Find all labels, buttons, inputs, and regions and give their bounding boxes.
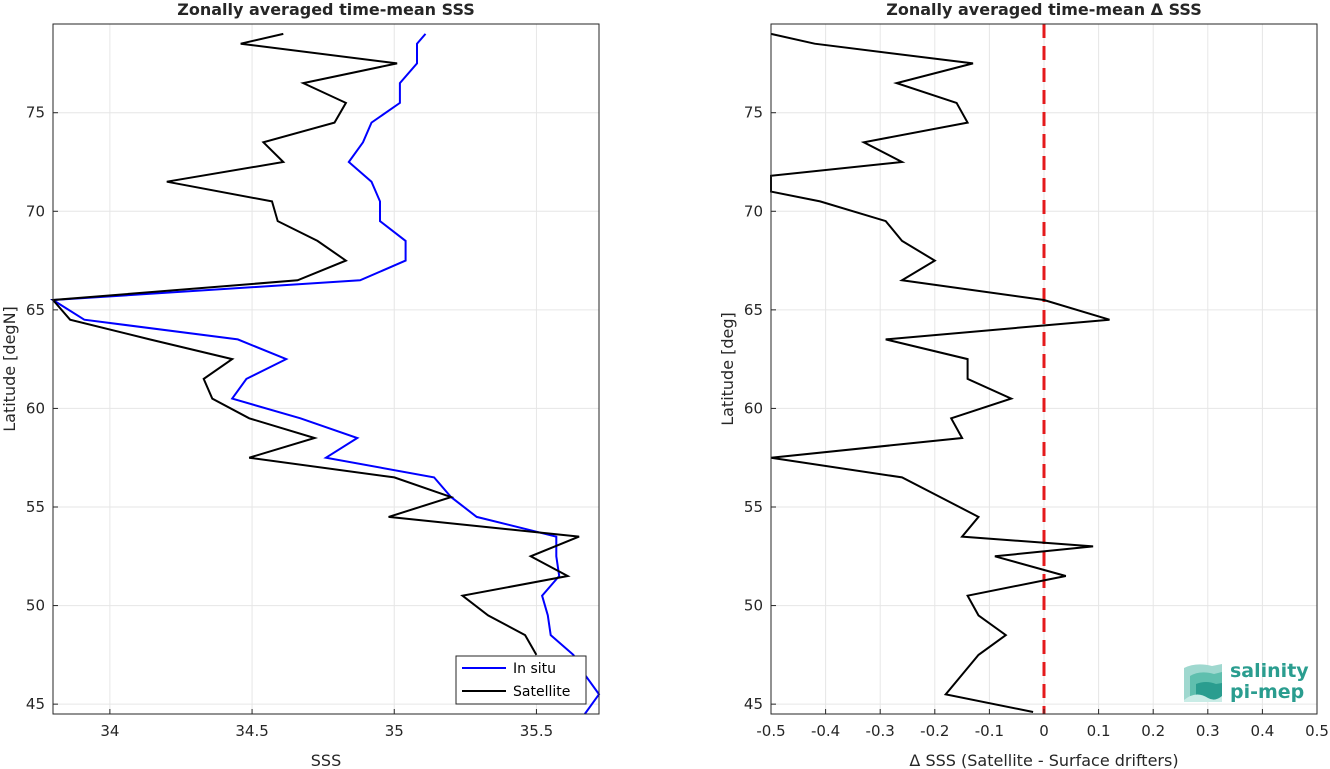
right-chart-title: Zonally averaged time-mean Δ SSS (886, 0, 1202, 19)
right-x-tick-label: -0.1 (975, 722, 1004, 740)
right-x-tick-label: -0.4 (811, 722, 840, 740)
right-y-tick-label: 45 (744, 695, 763, 713)
right-x-tick-label: -0.2 (920, 722, 949, 740)
right-grid (770, 24, 1318, 714)
right-y-tick-label: 50 (744, 597, 763, 615)
left-y-tick-label: 65 (26, 301, 45, 319)
right-ticks: -0.5 -0.4 -0.3 -0.2 -0.1 0 0.1 0.2 0.3 0.4 0.5 45 50… (744, 104, 1329, 740)
left-y-tick-label: 45 (26, 695, 45, 713)
logo-wave-icon (1184, 664, 1222, 702)
right-y-tick-label: 65 (744, 301, 763, 319)
right-x-tick-label: 0.5 (1305, 722, 1329, 740)
left-x-tick-label: 35.5 (520, 722, 553, 740)
left-grid (53, 24, 599, 714)
right-x-tick-label: 0.2 (1141, 722, 1165, 740)
right-x-tick-label: 0.3 (1196, 722, 1220, 740)
left-plot-area (53, 24, 599, 714)
left-x-axis-label: SSS (311, 751, 341, 769)
right-chart: -0.5 -0.4 -0.3 -0.2 -0.1 0 0.1 0.2 0.3 0.4 0.5 45 50… (718, 0, 1329, 769)
left-series-line-satellite (50, 32, 580, 656)
left-chart: 34 34.5 35 35.5 45 50 55 60 65 70 75 Zonally avera… (0, 0, 601, 769)
right-x-tick-label: 0 (1039, 722, 1049, 740)
left-ticks: 34 34.5 35 35.5 45 50 55 60 65 70 75 (26, 104, 553, 740)
logo-line-salinity: salinity (1230, 660, 1309, 682)
left-y-tick-label: 55 (26, 498, 45, 516)
right-y-tick-label: 60 (744, 399, 763, 417)
legend-label-satellite: Satellite (513, 684, 570, 700)
salinity-pi-mep-logo: salinity pi-mep (1184, 660, 1309, 703)
left-axes-box (52, 23, 600, 715)
left-series-group (49, 32, 601, 715)
left-x-tick-label: 34.5 (235, 722, 268, 740)
right-x-tick-label: -0.5 (756, 722, 785, 740)
right-y-axis-label: Latitude [deg] (718, 312, 737, 426)
left-x-tick-label: 35 (385, 722, 404, 740)
logo-line-pi-mep: pi-mep (1230, 681, 1304, 703)
right-y-tick-label: 55 (744, 498, 763, 516)
left-series-line-in-situ (49, 33, 601, 715)
legend: In situ Satellite (455, 655, 587, 705)
right-x-tick-label: 0.4 (1250, 722, 1274, 740)
left-y-tick-label: 70 (26, 202, 45, 220)
right-y-tick-label: 75 (744, 104, 763, 122)
left-chart-title: Zonally averaged time-mean SSS (177, 0, 475, 19)
right-y-tick-label: 70 (744, 202, 763, 220)
right-x-axis-label: Δ SSS (Satellite - Surface drifters) (909, 751, 1178, 769)
legend-box (455, 655, 587, 705)
left-y-axis-label: Latitude [degN] (0, 306, 19, 432)
right-x-tick-label: -0.3 (866, 722, 895, 740)
legend-label-in-situ: In situ (513, 661, 556, 677)
right-x-tick-label: 0.1 (1087, 722, 1111, 740)
right-series-group (770, 32, 1110, 713)
left-y-tick-label: 50 (26, 597, 45, 615)
left-x-tick-label: 34 (100, 722, 119, 740)
right-series-line-series (770, 32, 1110, 713)
left-y-tick-label: 60 (26, 399, 45, 417)
left-y-tick-label: 75 (26, 104, 45, 122)
